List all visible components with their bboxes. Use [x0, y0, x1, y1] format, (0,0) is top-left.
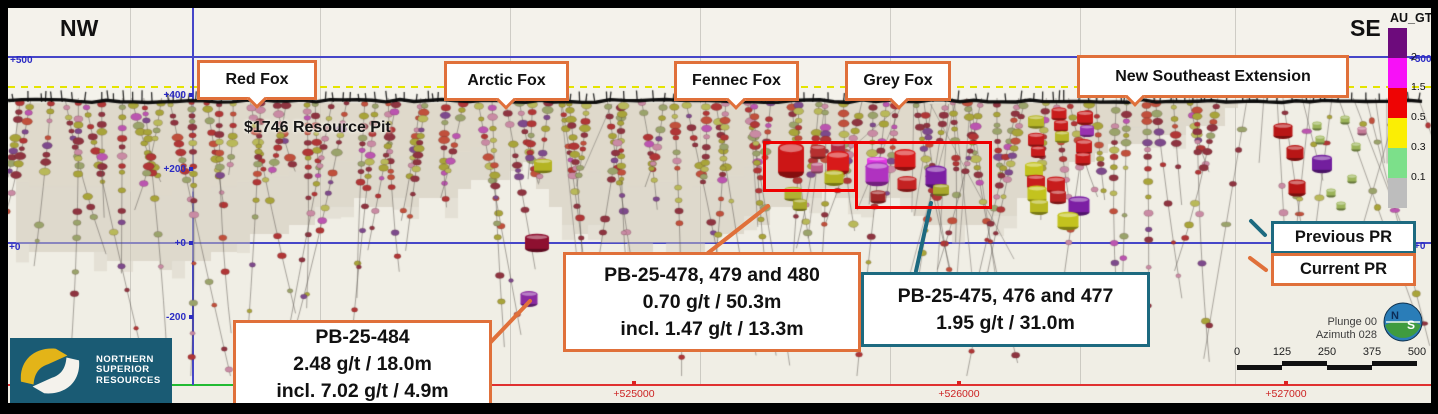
zone-label: Arctic Fox — [467, 72, 546, 89]
elevation-tick-dot — [189, 167, 193, 171]
previous-pr-label: Previous PR — [1294, 228, 1393, 246]
grade-legend-value: 1.5 — [1411, 81, 1426, 93]
elevation-label-right: +500 — [1409, 54, 1432, 65]
grade-legend-swatch — [1388, 88, 1407, 118]
easting-tick — [632, 381, 636, 385]
scale-bar-tick-label: 125 — [1272, 346, 1292, 358]
scale-bar-tick-label: 375 — [1362, 346, 1382, 358]
logo-line: NORTHERN — [96, 353, 154, 365]
scale-bar-segment — [1327, 365, 1372, 370]
current-pr-label: Current PR — [1299, 260, 1388, 278]
company-logo: NORTHERN SUPERIOR RESOURCES — [10, 338, 172, 403]
logo-line: SUPERIOR — [96, 364, 150, 376]
grade-legend-swatch — [1388, 28, 1407, 58]
legend-previous-pr: Previous PR — [1271, 221, 1416, 254]
frame-border-right — [1431, 0, 1438, 414]
zone-callout-fennec-fox: Fennec Fox — [674, 61, 799, 101]
easting-label: +527000 — [1265, 388, 1307, 400]
result-line: incl. 1.47 g/t / 13.3m — [620, 317, 804, 340]
elevation-tick-dot — [189, 241, 193, 245]
azimuth-label: Azimuth 028 — [1315, 329, 1377, 341]
result-box-pb-25-478-480: PB-25-478, 479 and 480 0.70 g/t / 50.3m … — [563, 252, 861, 352]
zone-callout-arctic-fox: Arctic Fox — [444, 61, 569, 101]
leader-line — [1249, 219, 1267, 237]
grade-legend-swatch — [1388, 148, 1407, 178]
frame-border-bottom — [0, 403, 1438, 414]
elevation-label-axis: +200 — [163, 164, 186, 175]
zone-label: Grey Fox — [863, 72, 933, 89]
logo-text: NORTHERN SUPERIOR RESOURCES — [96, 353, 161, 387]
grade-legend-swatch — [1388, 58, 1407, 88]
zone-callout-red-fox: Red Fox — [197, 60, 317, 100]
leader-line — [706, 204, 770, 255]
elevation-label-axis: +400 — [163, 90, 186, 101]
elevation-label-axis: -200 — [165, 312, 186, 323]
grade-legend-swatch — [1388, 118, 1407, 148]
zone-label: New Southeast Extension — [1115, 67, 1311, 85]
grade-legend-value: 2 — [1411, 51, 1417, 63]
frame-border-left — [0, 0, 8, 414]
scale-bar-tick-label: 0 — [1233, 346, 1241, 358]
easting-tick — [957, 381, 961, 385]
svg-text:N: N — [1391, 310, 1399, 322]
grade-legend-value: 0.5 — [1411, 111, 1426, 123]
zone-label: Fennec Fox — [692, 72, 781, 89]
view-orientation-info: Plunge 00 Azimuth 028 — [1295, 316, 1377, 342]
scale-bar-segment — [1282, 361, 1327, 366]
elevation-label-left: +0 — [9, 242, 21, 253]
easting-label: +525000 — [613, 388, 655, 400]
result-line: PB-25-475, 476 and 477 — [897, 284, 1114, 307]
plunge-label: Plunge 00 — [1327, 316, 1377, 328]
legend-current-pr: Current PR — [1271, 253, 1416, 286]
frame-border-top — [0, 0, 1438, 8]
result-line: PB-25-484 — [315, 325, 410, 348]
grade-legend-swatch — [1388, 178, 1407, 208]
result-box-pb-25-484: PB-25-484 2.48 g/t / 18.0m incl. 7.02 g/… — [233, 320, 492, 408]
result-line: 1.95 g/t / 31.0m — [936, 311, 1075, 334]
result-line: PB-25-478, 479 and 480 — [604, 263, 820, 286]
elevation-label-left: +500 — [10, 55, 33, 66]
scale-bar-segment — [1372, 361, 1417, 366]
elevation-tick-dot — [189, 315, 193, 319]
easting-label: +526000 — [938, 388, 980, 400]
intercept-highlight-box — [763, 141, 857, 192]
grade-legend-value: 0.1 — [1411, 171, 1426, 183]
scale-bar-tick-label: 500 — [1407, 346, 1427, 358]
orientation-globe-icon: N S — [1383, 302, 1423, 347]
result-line: 2.48 g/t / 18.0m — [293, 352, 432, 375]
zone-callout-new-southeast-extension: New Southeast Extension — [1077, 55, 1349, 98]
zone-label: Red Fox — [225, 71, 289, 88]
scale-bar-tick-label: 250 — [1317, 346, 1337, 358]
leader-line — [914, 201, 933, 273]
result-line: 0.70 g/t / 50.3m — [642, 290, 782, 313]
orientation-se: SE — [1350, 15, 1381, 41]
grade-legend-title: AU_GT — [1390, 11, 1433, 25]
logo-line: RESOURCES — [96, 374, 161, 386]
easting-tick — [1284, 381, 1288, 385]
elevation-label-axis: +0 — [174, 238, 186, 249]
result-line: incl. 7.02 g/t / 4.9m — [276, 379, 449, 402]
orientation-nw: NW — [60, 15, 99, 41]
logo-mark-icon — [20, 348, 80, 393]
zone-callout-grey-fox: Grey Fox — [845, 61, 951, 101]
resource-pit-label: $1746 Resource Pit — [244, 119, 391, 136]
intercept-highlight-box — [855, 141, 992, 209]
scale-bar-segment — [1237, 365, 1282, 370]
result-box-pb-25-475-477: PB-25-475, 476 and 477 1.95 g/t / 31.0m — [861, 272, 1150, 347]
svg-text:S: S — [1407, 318, 1415, 332]
leader-line — [485, 299, 532, 348]
elevation-label-right: +0 — [1414, 241, 1426, 252]
scale-bar: 0 125 250 375 500 — [1220, 346, 1434, 372]
leader-line — [1248, 256, 1268, 272]
grade-legend-value: 0.3 — [1411, 141, 1426, 153]
grade-legend-swatches: 2 1.5 0.5 0.3 0.1 — [1388, 28, 1436, 208]
grade-legend: AU_GT 2 1.5 0.5 0.3 0.1 — [1388, 8, 1436, 208]
elevation-tick-dot — [189, 93, 193, 97]
